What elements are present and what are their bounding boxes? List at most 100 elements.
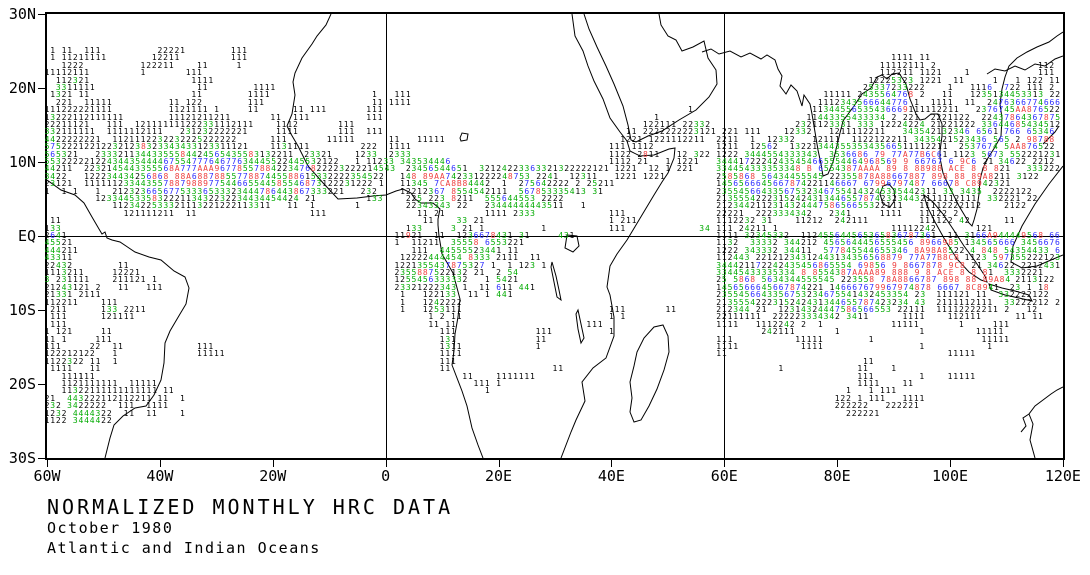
hrc-row--2: 34411 bbox=[783, 245, 813, 255]
hrc-row-7: 275642222 2 25211 bbox=[518, 179, 616, 189]
hrc-row--3: 22121234312443134356568879 77A77B8C8 bbox=[755, 253, 960, 263]
hrc-row-4: 2122 bbox=[1004, 201, 1027, 211]
hrc-row--21: 1 bbox=[846, 386, 852, 396]
hrc-row-4: 212344211231432444758656655322111 bbox=[716, 201, 904, 211]
hrc-row--10: 1 bbox=[400, 305, 406, 314]
hrc-row--20: 1 bbox=[496, 379, 502, 388]
hrc-row--18: 11 bbox=[89, 364, 102, 374]
lat-tick-10N bbox=[38, 162, 46, 163]
hrc-row--11: 1111 bbox=[902, 312, 926, 322]
hrc-row-9: 44211 bbox=[44, 164, 73, 174]
hrc-row--13: 11 bbox=[101, 327, 113, 337]
hrc-row-6: 2123236656775333653332344478644386733322… bbox=[112, 186, 345, 196]
hrc-row-24: 1111 11 bbox=[891, 53, 931, 63]
lat-tick-20N bbox=[38, 88, 46, 89]
hrc-row--20: 1111 bbox=[857, 379, 880, 388]
hrc-row-13: 12332 bbox=[767, 134, 796, 144]
hrc-row-14: 332111111 bbox=[44, 127, 96, 137]
lat-label-EQ: EQ bbox=[17, 227, 36, 245]
hrc-row-0: 11 bbox=[947, 231, 959, 240]
coastline-path-1 bbox=[286, 14, 484, 458]
hrc-row-16: 11443355433334 2 221 bbox=[806, 112, 920, 122]
hrc-row-20: 11 bbox=[196, 83, 209, 92]
hrc-row--7: 441 bbox=[518, 282, 536, 292]
hrc-row-11: 23321 bbox=[304, 149, 333, 159]
hrc-row--12: 111 bbox=[992, 319, 1010, 329]
hrc-row--6: 1 5421 bbox=[484, 275, 519, 285]
hrc-row--6: 2113122 bbox=[1015, 275, 1056, 285]
hrc-row--22: 1111 bbox=[902, 393, 926, 403]
coastline-path-17 bbox=[575, 308, 585, 345]
hrc-row-0: 3166A944449568 bbox=[964, 231, 1044, 240]
hrc-row-17: 1121111 1 bbox=[168, 105, 220, 115]
hrc-row-4: 1 bbox=[580, 201, 587, 211]
hrc-row--7: 111 bbox=[146, 282, 164, 292]
hrc-row--19: 11111 bbox=[947, 371, 976, 381]
hrc-row-6: 235545664335675323467554143245335442311 … bbox=[716, 186, 983, 196]
hrc-row--19: 1 bbox=[919, 371, 926, 381]
hrc-row-22: 111 bbox=[185, 68, 203, 78]
lon-label-80E: 80E bbox=[823, 467, 851, 485]
hrc-row-14: 766 65346 bbox=[1004, 127, 1056, 137]
lat-tick-30S bbox=[38, 458, 46, 459]
hrc-row--1: 3456676 bbox=[1021, 238, 1061, 248]
hrc-row--7: 23321222343 1 bbox=[394, 282, 469, 292]
lon-label-0: 0 bbox=[381, 467, 391, 485]
hrc-row--3: 11 bbox=[529, 253, 542, 263]
hrc-row-15: 33644685434512 bbox=[981, 120, 1061, 129]
hrc-row-0: 66 bbox=[1049, 231, 1061, 240]
coastline-path-14 bbox=[459, 132, 469, 142]
hrc-row-12: 1322134435535343566511112211 bbox=[789, 142, 949, 152]
hrc-row--17: 111 bbox=[439, 356, 457, 366]
hrc-row--2: 1222 bbox=[716, 245, 739, 255]
hrc-row-15: 111 bbox=[106, 120, 124, 129]
hrc-row-23: 122211 bbox=[140, 60, 175, 70]
hrc-row-21: 112321 bbox=[55, 75, 90, 85]
hrc-row-22: 11112111 bbox=[44, 68, 90, 78]
lat-label-20N: 20N bbox=[8, 79, 36, 97]
hrc-row--5: 1113211 bbox=[44, 268, 85, 277]
hrc-row-4: 1 bbox=[309, 201, 316, 211]
coastline-map bbox=[47, 14, 1063, 458]
hrc-row--2: 343332 bbox=[744, 245, 779, 255]
coastline-path-12 bbox=[1028, 386, 1063, 458]
hrc-row-18: 111 bbox=[247, 97, 265, 107]
hrc-row--17: 1122322 11 1 bbox=[44, 356, 119, 366]
hrc-row-4: 22343343 22 bbox=[405, 201, 469, 211]
hrc-row--3: 43311 bbox=[44, 253, 73, 263]
hrc-row--1: 45521 bbox=[44, 238, 73, 248]
hrc-row-17: 22 bbox=[1049, 105, 1061, 115]
hrc-row-22: 112211 1121 bbox=[879, 68, 943, 78]
hrc-row-10: 5532222212243443544446755477764677634445… bbox=[44, 157, 340, 166]
hrc-row-6: 1 bbox=[95, 186, 102, 196]
hrc-row--9: 111 bbox=[101, 297, 119, 307]
hrc-row-7: 11345 7CA8B84442 bbox=[400, 179, 491, 189]
hrc-row-20: 722 111 bbox=[1004, 83, 1044, 92]
hrc-row-17: 11 111 bbox=[292, 105, 327, 115]
hrc-row-3: 111 bbox=[609, 208, 626, 218]
hrc-row-10: 1 1221 bbox=[665, 157, 700, 166]
hrc-row-13: 1 bbox=[750, 134, 756, 144]
hrc-row--18: 1 bbox=[778, 364, 784, 374]
hrc-row-10: 34441722242435454665554464968569 9 66767… bbox=[716, 157, 995, 166]
hrc-row-18: 1111 bbox=[388, 97, 412, 107]
hrc-row-14: 1111 bbox=[276, 127, 299, 137]
hrc-row-11: 3536686 79 77A77B6C61 bbox=[829, 149, 949, 159]
hrc-row-11: 1233 bbox=[355, 149, 378, 159]
hrc-row-9: 12 1 bbox=[648, 164, 672, 174]
hrc-row-6: 232 bbox=[360, 186, 378, 196]
lon-label-100E: 100E bbox=[931, 467, 969, 485]
hrc-row-12: 575222122122321238323343433123311121 bbox=[44, 142, 249, 152]
hrc-row-25: 1 11 111 bbox=[50, 46, 102, 55]
hrc-row-5: 555644553 2222 bbox=[484, 194, 565, 203]
hrc-row-22: 1 bbox=[964, 68, 971, 78]
hrc-row--6: 211121 1 bbox=[112, 275, 158, 285]
coastline-path-0 bbox=[47, 179, 190, 458]
hrc-row--7: 23 1 18 bbox=[1009, 282, 1050, 292]
hrc-row-6: 1 bbox=[61, 186, 68, 196]
hrc-row--16: 11 bbox=[716, 349, 728, 359]
lon-tick-120E bbox=[1062, 460, 1064, 467]
hrc-row--10: 1253111 bbox=[422, 305, 463, 314]
hrc-row-19: 11 bbox=[941, 90, 954, 100]
hrc-row-15: 22211121 bbox=[44, 120, 90, 129]
